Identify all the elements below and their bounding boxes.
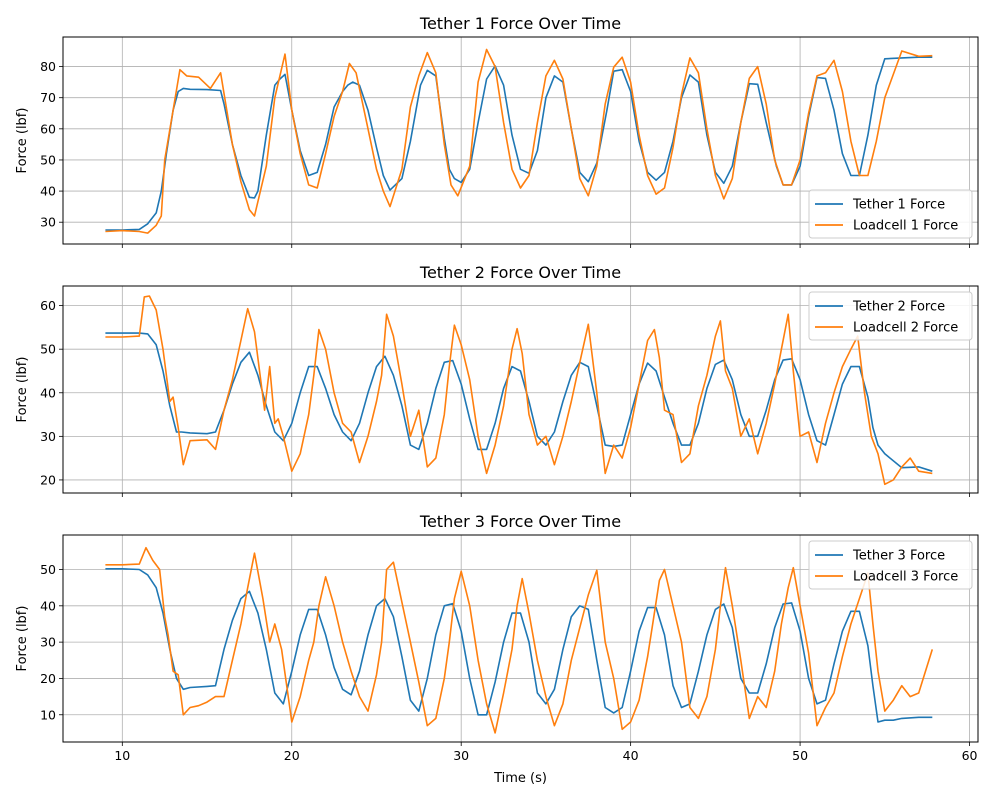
subplot-title: Tether 3 Force Over Time — [419, 512, 621, 531]
y-tick-label: 80 — [40, 59, 56, 74]
y-axis-label: Force (lbf) — [15, 606, 30, 672]
legend: Tether 2 Force Loadcell 2 Force — [808, 291, 973, 341]
series-line-loadcell-1-force — [105, 48, 933, 234]
y-tick-label: 30 — [40, 215, 56, 230]
x-tick-label: 50 — [792, 748, 808, 763]
x-tick-label: 40 — [623, 748, 639, 763]
legend-label: Loadcell 1 Force — [853, 219, 958, 234]
axes-frame — [62, 534, 979, 743]
y-tick-label: 40 — [40, 184, 56, 199]
subplot-tether-3: 10 20 30 40 50 60 10 20 30 40 50 Tether 3 Force Ov… — [15, 512, 979, 786]
legend-label: Tether 3 Force — [852, 549, 945, 564]
subplot-tether-2: 20 30 40 50 60 Tether 2 Force Over Time Forc… — [15, 263, 979, 497]
y-tick-label: 10 — [40, 707, 56, 722]
y-tick-label: 30 — [40, 429, 56, 444]
x-tick-label: 20 — [284, 748, 300, 763]
y-tick-label: 50 — [40, 342, 56, 357]
y-tick-label: 20 — [40, 472, 56, 487]
y-tick-label: 50 — [40, 562, 56, 577]
y-tick-label: 60 — [40, 121, 56, 136]
x-tick-label: 10 — [114, 748, 130, 763]
series-line-loadcell-2-force — [105, 295, 933, 486]
subplot-tether-1: 30 40 50 60 70 80 Tether 1 Force Over Time Fo… — [15, 14, 979, 248]
x-tick-label: 60 — [962, 748, 978, 763]
legend-box — [808, 291, 973, 341]
x-axis-label: Time (s) — [493, 771, 547, 786]
y-axis-label: Force (lbf) — [15, 108, 30, 174]
legend-label: Tether 1 Force — [852, 198, 945, 213]
legend-label: Loadcell 2 Force — [853, 321, 958, 336]
legend-label: Tether 2 Force — [852, 300, 945, 315]
legend: Tether 3 Force Loadcell 3 Force — [808, 540, 973, 590]
legend-label: Loadcell 3 Force — [853, 570, 958, 585]
y-axis-label: Force (lbf) — [15, 357, 30, 423]
y-tick-label: 40 — [40, 598, 56, 613]
series-line-loadcell-3-force — [105, 546, 934, 734]
subplot-title: Tether 1 Force Over Time — [419, 14, 621, 33]
y-tick-label: 60 — [40, 298, 56, 313]
series-line-tether-2-force — [105, 332, 933, 472]
legend-box — [808, 540, 973, 590]
legend: Tether 1 Force Loadcell 1 Force — [808, 189, 973, 239]
x-tick-label: 30 — [453, 748, 469, 763]
axes-frame — [62, 285, 979, 494]
y-tick-label: 70 — [40, 90, 56, 105]
y-tick-label: 30 — [40, 635, 56, 650]
y-tick-label: 20 — [40, 671, 56, 686]
legend-box — [808, 189, 973, 239]
subplot-title: Tether 2 Force Over Time — [419, 263, 621, 282]
y-tick-label: 40 — [40, 385, 56, 400]
axes-frame — [62, 36, 979, 245]
y-tick-label: 50 — [40, 152, 56, 167]
series-line-tether-3-force — [105, 567, 933, 723]
